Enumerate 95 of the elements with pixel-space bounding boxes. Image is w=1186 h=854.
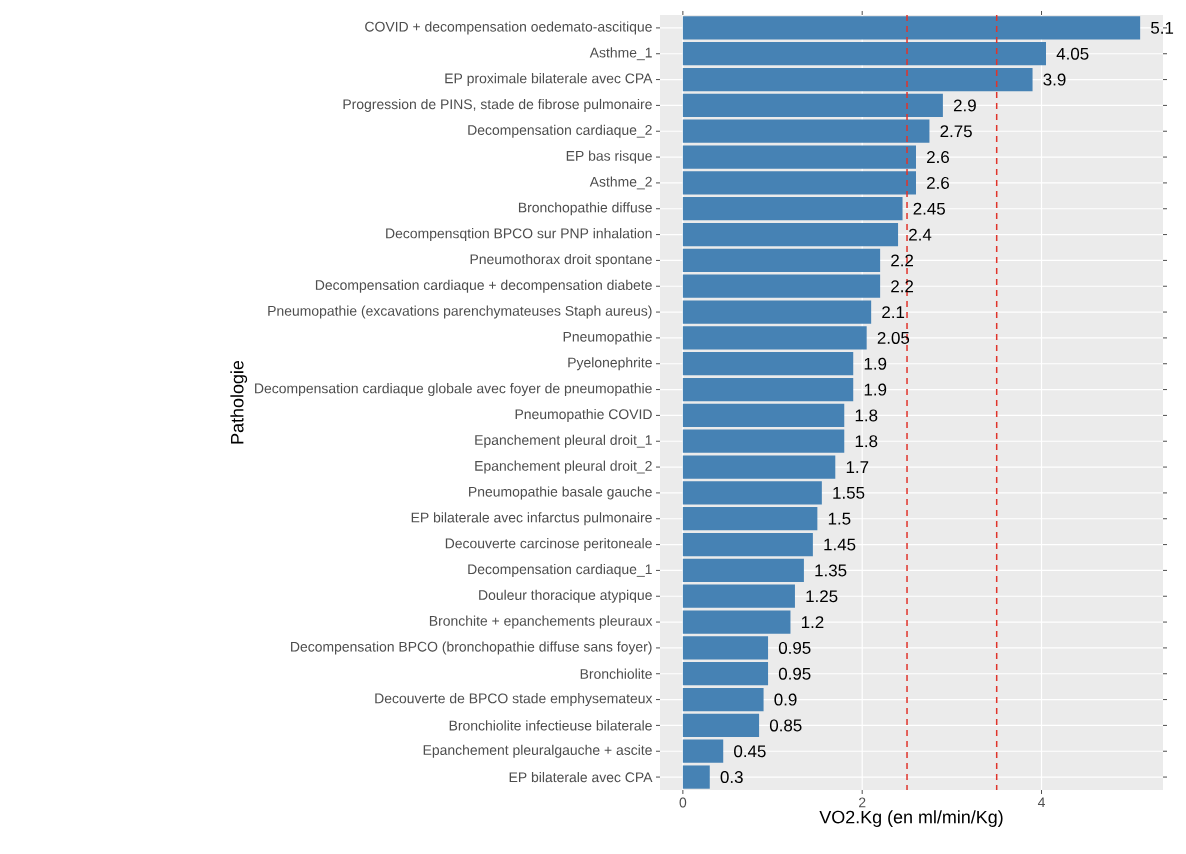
bar [682, 687, 764, 712]
data-label: 2.2 [891, 254, 914, 267]
y-tick-label: Douleur thoracique atypique [479, 589, 652, 603]
data-label: 0.85 [769, 719, 802, 732]
y-tick-label: Decompensation cardiaque_1 [468, 563, 652, 577]
x-tick-label: 2 [859, 797, 866, 808]
bar [682, 222, 899, 247]
y-tick-label: Decouverte de BPCO stade emphysemateux [375, 693, 653, 707]
bar [682, 713, 760, 738]
bar [682, 67, 1033, 92]
bar [682, 42, 1046, 66]
data-label: 2.05 [877, 331, 910, 344]
y-tick-label: EP bas risque [566, 150, 652, 164]
y-tick-label: EP proximale bilaterale avec CPA [445, 73, 653, 87]
data-label: 2.4 [909, 228, 932, 241]
y-tick-label: Epanchement pleural droit_2 [475, 460, 652, 474]
y-tick-label: Asthme_2 [589, 176, 652, 190]
bar [682, 197, 903, 221]
y-tick-label: Bronchite + epanchements pleuraux [429, 615, 653, 629]
bar [682, 610, 791, 634]
data-label: 5.1 [1151, 21, 1174, 34]
bar [682, 377, 854, 402]
y-tick-label: EP bilaterale avec infarctus pulmonaire [411, 512, 652, 526]
y-tick-label: Decompensqtion BPCO sur PNP inhalation [386, 228, 652, 242]
bar [682, 93, 943, 118]
bar [682, 481, 822, 505]
data-label: 1.55 [833, 487, 865, 499]
bar [682, 662, 769, 686]
bar [682, 765, 710, 789]
data-label: 0.9 [774, 693, 797, 706]
data-label: 2.1 [882, 306, 905, 318]
data-label: 2.6 [927, 151, 949, 164]
data-label: 1.9 [864, 383, 887, 396]
bar [682, 300, 872, 324]
data-label: 0.3 [720, 771, 743, 784]
y-tick-label: COVID + decompensation oedemato-ascitique [365, 21, 652, 35]
bar [682, 455, 836, 479]
bar [682, 636, 769, 660]
y-tick-label: Bronchopathie diffuse [518, 202, 652, 216]
y-tick-label: Bronchiolite [580, 668, 652, 679]
bar [682, 274, 881, 298]
data-label: 3.9 [1043, 73, 1066, 86]
y-tick-label: Epanchement pleural droit_1 [475, 434, 652, 448]
y-tick-label: Bronchiolite infectieuse bilaterale [449, 720, 652, 731]
bar [682, 403, 845, 428]
bar [682, 584, 795, 608]
bar [682, 532, 813, 557]
y-tick-label: Pneumopathie COVID [515, 408, 652, 422]
y-tick-label: Asthme_1 [589, 47, 652, 61]
data-label: 2.2 [891, 280, 914, 293]
y-tick-label: Decompensation cardiaque_2 [468, 124, 652, 138]
y-tick-label: Decompensation cardiaque globale avec foyer de pneumopathie [255, 383, 652, 397]
y-tick-label: EP bilaterale avec CPA [509, 771, 653, 783]
data-label: 1.9 [864, 357, 887, 370]
bar [682, 326, 867, 350]
data-label: 0.95 [778, 641, 811, 654]
x-tick-label: 0 [679, 797, 687, 808]
data-label: 1.45 [824, 538, 856, 551]
bar [682, 739, 724, 763]
data-label: 1.8 [855, 435, 878, 448]
data-label: 0.95 [778, 667, 811, 680]
data-label: 2.9 [953, 99, 976, 112]
y-tick-label: Pneumopathie basale gauche [469, 486, 652, 500]
data-label: 1.5 [828, 512, 851, 525]
data-label: 0.45 [734, 745, 766, 758]
y-tick-label: Progression de PINS, stade de fibrose pulmonaire [343, 98, 652, 112]
bar [682, 558, 804, 583]
bar [682, 248, 881, 273]
bar [682, 145, 916, 169]
data-label: 2.75 [940, 125, 972, 138]
y-tick-label: Decompensation BPCO (bronchopathie diffuse sans foyer) [291, 641, 652, 655]
bar [682, 119, 930, 143]
x-axis-title: VO2.Kg (en ml/min/Kg) [819, 810, 1003, 827]
bar [682, 352, 854, 376]
y-tick-label: Pneumopathie (excavations parenchymateuses Staph aureus) [268, 305, 652, 319]
bar [682, 16, 1141, 40]
x-tick-label: 4 [1037, 797, 1045, 808]
bar [682, 507, 818, 531]
data-label: 1.25 [806, 590, 838, 603]
y-tick-label: Epanchement pleuralgauche + ascite [423, 744, 652, 758]
data-label: 4.05 [1056, 47, 1089, 60]
y-axis-title: Pathologie [230, 360, 248, 444]
data-label: 1.8 [855, 409, 878, 422]
data-label: 1.2 [801, 616, 824, 628]
data-label: 1.7 [846, 461, 869, 473]
y-tick-label: Pneumopathie [563, 331, 652, 345]
data-label: 2.45 [913, 202, 945, 215]
y-tick-label: Pneumothorax droit spontane [470, 253, 652, 267]
bar [682, 171, 916, 195]
y-tick-label: Decompensation cardiaque + decompensation diabete [315, 279, 652, 293]
bar [682, 429, 845, 453]
data-label: 2.6 [927, 176, 949, 189]
data-label: 1.35 [815, 564, 847, 577]
y-tick-label: Pyelonephrite [568, 357, 652, 371]
y-tick-label: Decouverte carcinose peritoneale [445, 538, 652, 552]
